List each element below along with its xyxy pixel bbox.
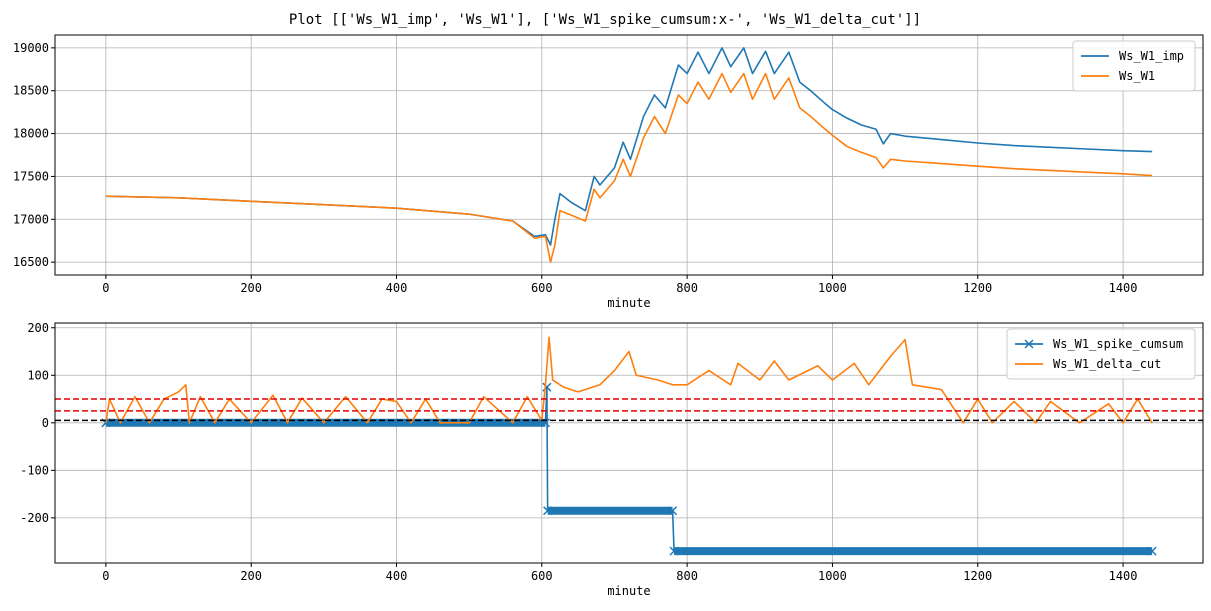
figure-title: Plot [['Ws_W1_imp', 'Ws_W1'], ['Ws_W1_sp…	[289, 12, 921, 28]
axes-frame	[54, 322, 1204, 564]
plot-area	[55, 336, 1203, 556]
x-tick-label: 1000	[818, 281, 847, 295]
top-axes: 0 200 400 600 800 1000 1200 1400 16500 17000 17500…	[13, 34, 1204, 310]
y-tick-label: 0	[42, 416, 49, 430]
y-tick-label: 200	[27, 321, 49, 335]
x-tick-label: 200	[240, 569, 262, 583]
y-tick-label: 17500	[13, 169, 49, 183]
x-axis-label: minute	[607, 584, 650, 598]
x-tick-label: 400	[386, 569, 408, 583]
legend-marker	[1024, 339, 1034, 349]
x-tick-label: 200	[240, 281, 262, 295]
x-tick-label: 1000	[818, 569, 847, 583]
legend-label: Ws_W1_imp	[1119, 49, 1184, 63]
legend-label: Ws_W1	[1119, 69, 1155, 83]
legend-label: Ws_W1_spike_cumsum	[1053, 337, 1183, 351]
bottom-axes: 0 200 400 600 800 1000 1200 1400 -200 -100 0 100 200…	[20, 321, 1204, 598]
y-tick-label: 19000	[13, 41, 49, 55]
series-line-Ws_W1_imp	[105, 47, 1153, 246]
x-tick-label: 600	[531, 569, 553, 583]
y-tick-label: -200	[20, 511, 49, 525]
x-tick-label: 1400	[1109, 281, 1138, 295]
y-tick-label: 100	[27, 368, 49, 382]
y-tick-label: 18000	[13, 127, 49, 141]
y-tick-label: 18500	[13, 84, 49, 98]
x-tick-label: 800	[676, 281, 698, 295]
x-axis-label: minute	[607, 296, 650, 310]
y-tick-label: 16500	[13, 255, 49, 269]
y-tick-label: -100	[20, 463, 49, 477]
x-tick-label: 400	[386, 281, 408, 295]
plot-area	[105, 47, 1153, 263]
x-tick-label: 1200	[963, 281, 992, 295]
x-tick-label: 0	[102, 569, 109, 583]
legend-box	[1006, 328, 1196, 380]
series-line-Ws_W1	[105, 72, 1153, 263]
y-tick-label: 17000	[13, 212, 49, 226]
legend-box	[1072, 40, 1196, 92]
x-tick-label: 1200	[963, 569, 992, 583]
legend-label: Ws_W1_delta_cut	[1053, 357, 1161, 371]
x-tick-label: 1400	[1109, 569, 1138, 583]
axes-frame	[54, 34, 1204, 276]
x-tick-label: 800	[676, 569, 698, 583]
x-tick-label: 0	[102, 281, 109, 295]
series-line-Ws_W1_spike_cumsum	[105, 386, 1153, 552]
series-line-Ws_W1_delta_cut	[105, 336, 1153, 424]
x-tick-label: 600	[531, 281, 553, 295]
